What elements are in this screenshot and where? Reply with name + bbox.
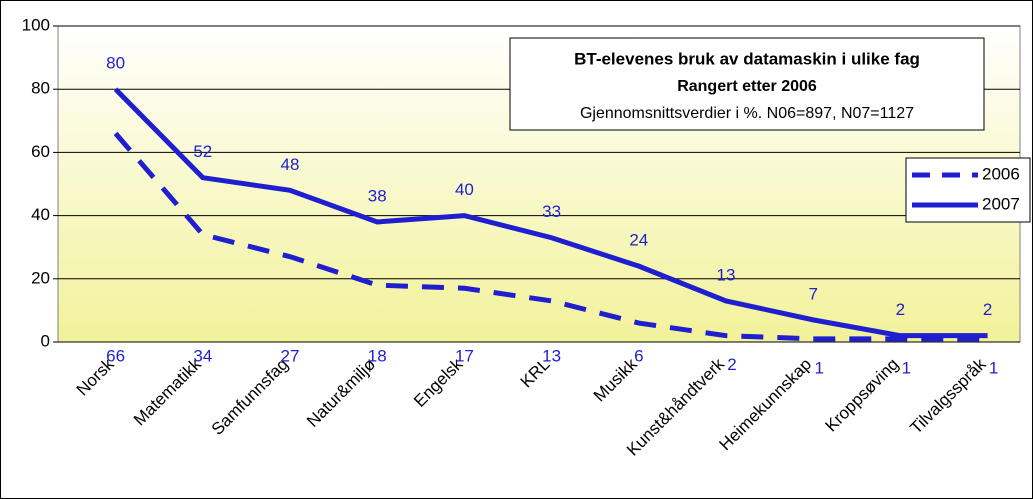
data-label: 17 (455, 346, 474, 365)
data-label: 7 (808, 284, 817, 303)
data-label: 1 (989, 358, 998, 377)
data-label: 2 (983, 300, 992, 319)
legend (905, 157, 1031, 223)
data-label: 2 (896, 300, 905, 319)
y-tick-label: 80 (31, 79, 50, 98)
y-tick-label: 100 (22, 15, 50, 34)
data-label: 66 (106, 346, 125, 365)
chart-subtitle: Rangert etter 2006 (677, 78, 817, 95)
data-label: 48 (281, 155, 300, 174)
data-label: 1 (902, 358, 911, 377)
chart-title: BT-elevenes bruk av datamaskin i ulike f… (574, 49, 920, 68)
y-tick-label: 0 (41, 331, 50, 350)
data-label: 52 (193, 142, 212, 161)
y-tick-label: 60 (31, 142, 50, 161)
y-tick-label: 40 (31, 205, 50, 224)
data-label: 38 (368, 186, 387, 205)
data-label: 34 (193, 346, 212, 365)
series-line (113, 131, 988, 342)
data-label: 80 (106, 54, 125, 73)
data-label: 33 (542, 202, 561, 221)
data-label: 13 (542, 346, 561, 365)
data-label: 27 (281, 346, 300, 365)
y-tick-label: 20 (31, 268, 50, 287)
data-label: 40 (455, 180, 474, 199)
annotation: Gjennomsnittsverdier i %. N06=897, N07=1… (580, 105, 914, 122)
data-label: 24 (629, 231, 648, 250)
data-label: 2 (727, 355, 736, 374)
legend-label: 2007 (982, 194, 1020, 213)
data-label: 18 (368, 346, 387, 365)
title-box (509, 37, 985, 131)
legend-label: 2006 (982, 164, 1020, 183)
data-label: 1 (814, 358, 823, 377)
data-label: 6 (634, 346, 643, 365)
data-label: 13 (717, 265, 736, 284)
series-line (113, 87, 988, 339)
